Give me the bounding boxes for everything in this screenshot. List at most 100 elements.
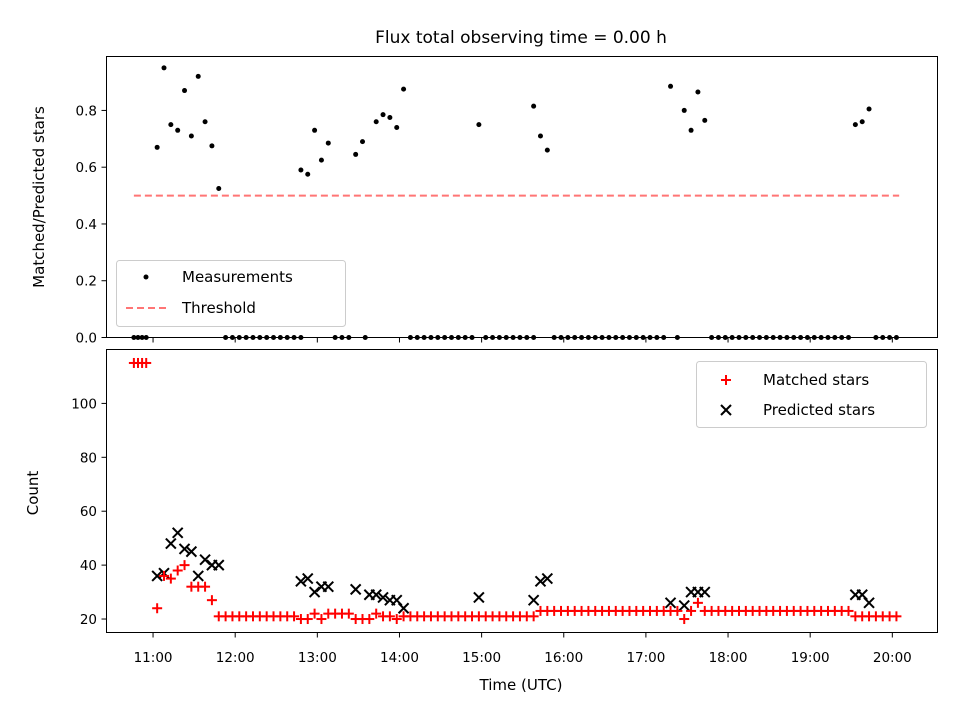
- measurement-point: [695, 89, 701, 95]
- measurement-point: [496, 335, 502, 340]
- legend-matched-label: Matched stars: [763, 371, 869, 389]
- measurement-point: [462, 335, 468, 340]
- measurement-point: [893, 335, 899, 340]
- predicted-star-point: [322, 580, 334, 593]
- measurement-point: [373, 119, 379, 125]
- measurement-point: [647, 335, 653, 340]
- legend-threshold-label: Threshold: [181, 299, 256, 317]
- matched-star-point: [316, 614, 327, 625]
- measurement-point: [305, 171, 311, 177]
- measurement-point: [346, 335, 352, 340]
- measurement-point: [579, 335, 585, 340]
- measurement-point: [633, 335, 639, 340]
- matched-star-point: [172, 565, 183, 576]
- count-x-tick-label: 20:00: [873, 650, 912, 666]
- predicted-star-point: [295, 575, 307, 587]
- measurement-point: [729, 335, 735, 340]
- measurement-point: [421, 335, 427, 340]
- count-y-tick-label: 80: [80, 450, 97, 466]
- predicted-star-stroke: [295, 575, 307, 587]
- predicted-star-point: [527, 594, 540, 606]
- chart-title: Flux total observing time = 0.00 h: [375, 28, 667, 48]
- measurement-point: [517, 335, 523, 340]
- count-x-tick-label: 18:00: [709, 650, 748, 666]
- predicted-star-stroke: [664, 597, 677, 609]
- count-legend-box: [696, 361, 927, 428]
- measurement-point: [592, 335, 598, 340]
- measurement-point: [131, 335, 137, 340]
- ratio-y-tick-label: 0.2: [76, 274, 97, 290]
- measurement-point: [702, 117, 708, 123]
- measurement-point: [852, 122, 858, 128]
- ratio-y-tick-label: 0.6: [76, 160, 97, 176]
- ratio-x-ticks: [152, 337, 893, 343]
- measurement-point: [188, 133, 194, 139]
- predicted-star-stroke: [213, 559, 225, 571]
- count-axes-frame: [106, 349, 938, 633]
- matched-star-point: [891, 611, 902, 622]
- predicted-star-point: [370, 589, 382, 601]
- measurement-point: [298, 335, 304, 340]
- measurement-point: [236, 335, 242, 340]
- count-x-tick-label: 14:00: [380, 650, 419, 666]
- measurement-point: [284, 335, 290, 340]
- ratio-legend-box: [116, 260, 346, 327]
- measurement-point: [362, 335, 368, 340]
- predicted-star-stroke: [863, 597, 875, 609]
- ratio-panel: 0.00.20.40.60.8 Matched/Predicted stars …: [30, 56, 938, 347]
- count-y-tick-label: 40: [80, 558, 97, 574]
- count-y-axis-label: Count: [24, 471, 42, 516]
- measurement-point: [448, 335, 454, 340]
- legend-measurements-marker: [143, 274, 149, 280]
- measurement-point: [455, 335, 461, 340]
- measurement-point: [271, 335, 277, 340]
- measurement-point: [715, 335, 721, 340]
- predicted-star-point: [678, 599, 690, 612]
- count-panel: 20 40 60 80 100 11:00 12:00 13:00 14:00 15:00 16:…: [24, 349, 938, 694]
- measurement-point: [681, 107, 687, 113]
- matched-star-point: [141, 357, 152, 368]
- matched-star-point: [391, 614, 402, 625]
- measurement-point: [613, 335, 619, 340]
- matched-star-point: [343, 608, 354, 619]
- count-x-ticks: 11:00 12:00 13:00 14:00 15:00 16:00 17:00 18:00…: [134, 632, 912, 666]
- measurement-point: [414, 335, 420, 340]
- measurement-point: [401, 86, 407, 92]
- measurement-point: [537, 133, 543, 139]
- measurement-point: [620, 335, 626, 340]
- measurement-point: [291, 335, 297, 340]
- count-x-tick-label: 15:00: [462, 650, 501, 666]
- predicted-star-stroke: [308, 586, 321, 598]
- predicted-star-point: [473, 591, 485, 604]
- predicted-star-point: [171, 527, 184, 539]
- predicted-star-stroke: [856, 589, 868, 601]
- predicted-star-stroke: [699, 586, 711, 598]
- measurement-point: [661, 335, 667, 340]
- predicted-star-stroke: [192, 570, 204, 582]
- measurement-point: [154, 144, 160, 150]
- measurement-point: [668, 83, 674, 89]
- measurement-point: [736, 335, 742, 340]
- predicted-star-stroke: [391, 594, 403, 606]
- matched-star-point: [692, 597, 703, 608]
- measurement-point: [880, 335, 886, 340]
- measurement-point: [763, 335, 769, 340]
- measurement-point: [250, 335, 256, 340]
- predicted-star-point: [178, 543, 191, 555]
- count-y-tick-label: 100: [71, 396, 97, 412]
- measurement-point: [503, 335, 509, 340]
- predicted-star-point: [534, 575, 547, 587]
- measurement-point: [442, 335, 448, 340]
- predicted-star-stroke: [151, 570, 163, 582]
- measurement-point: [325, 140, 331, 146]
- measurement-point: [572, 335, 578, 340]
- measurement-point: [832, 335, 838, 340]
- measurement-point: [551, 335, 557, 340]
- measurement-point: [394, 124, 400, 130]
- count-x-tick-label: 13:00: [298, 650, 337, 666]
- ratio-y-tick-label: 0.4: [76, 217, 97, 233]
- predicted-star-stroke: [534, 575, 547, 587]
- measurement-point: [784, 335, 790, 340]
- measurement-point: [743, 335, 749, 340]
